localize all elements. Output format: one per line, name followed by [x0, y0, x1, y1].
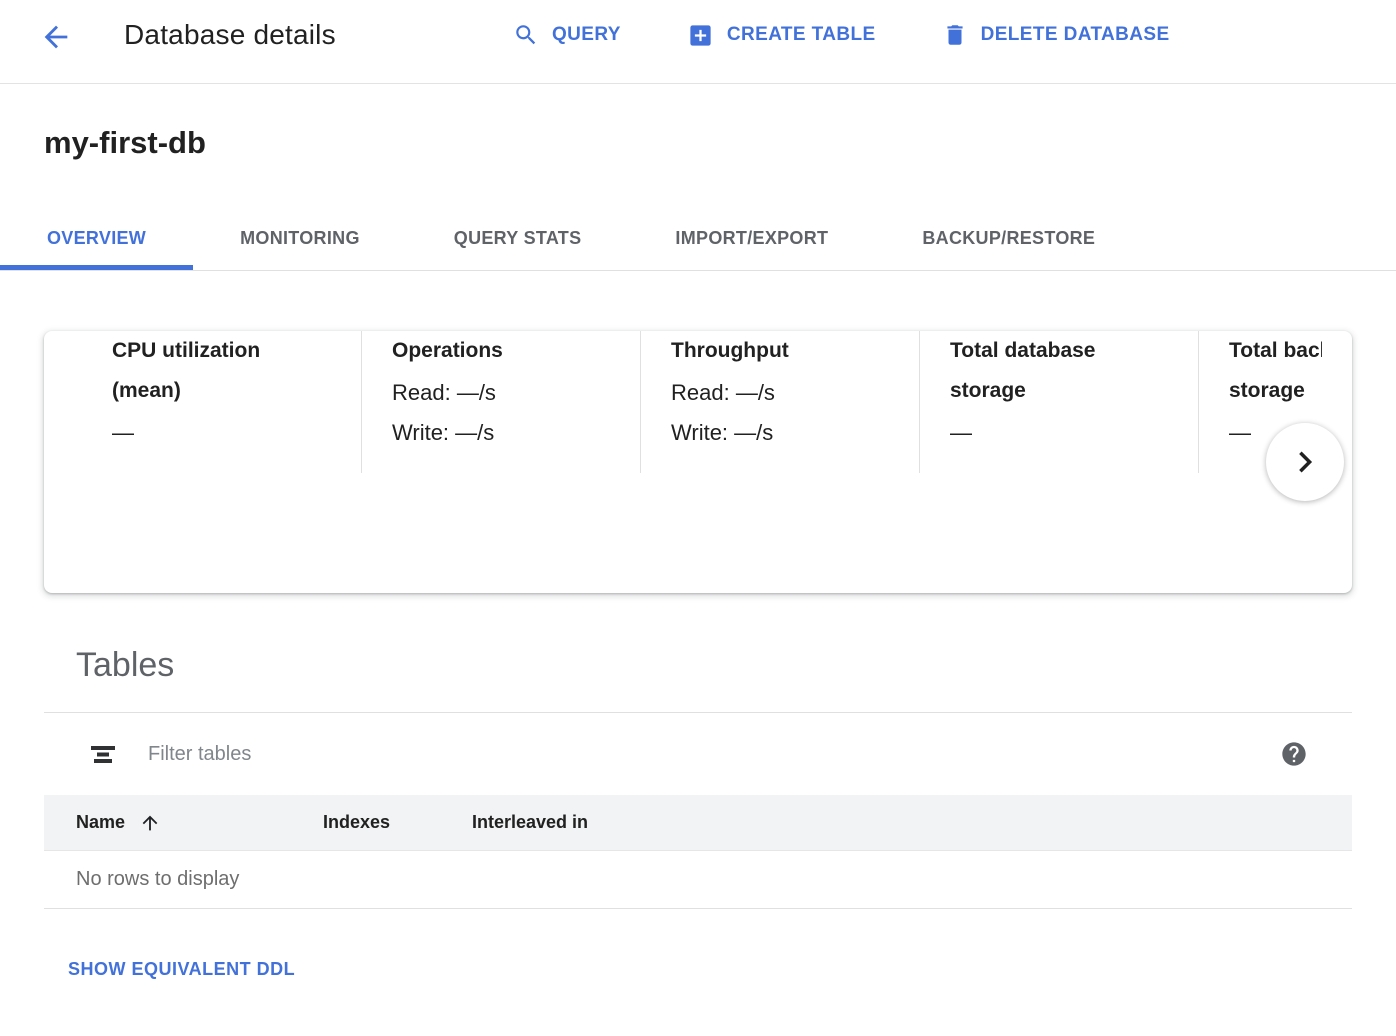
metric-value: Read: —/s [392, 380, 496, 405]
back-button[interactable] [38, 19, 74, 55]
tables-section: Tables Name [0, 645, 1396, 980]
chevron-right-icon [1290, 447, 1320, 477]
help-icon [1280, 740, 1308, 768]
tab-overview[interactable]: OVERVIEW [0, 206, 194, 270]
filter-list-icon [90, 741, 116, 767]
metric-throughput: Throughput Read: —/s Write: —/s [640, 331, 919, 473]
metric-title: Total backup storage [1229, 339, 1322, 402]
toolbar-actions: QUERY CREATE TABLE DELETE DATABASE [513, 20, 1170, 50]
metrics-viewport: CPU utilization (mean) — Operations Read… [44, 331, 1322, 473]
query-button-label: QUERY [552, 24, 621, 45]
delete-database-button[interactable]: DELETE DATABASE [942, 20, 1170, 50]
metric-total-backup-storage: Total backup storage — [1198, 331, 1322, 473]
tab-import-export[interactable]: IMPORT/EXPORT [675, 228, 829, 248]
metric-value: — [112, 420, 134, 445]
column-header-indexes: Indexes [323, 812, 391, 832]
column-header-name-label: Name [76, 812, 126, 832]
help-button[interactable] [1280, 740, 1308, 768]
metric-cpu-utilization: CPU utilization (mean) — [44, 331, 361, 473]
metric-title: CPU utilization (mean) [112, 339, 261, 402]
add-box-icon [687, 22, 714, 49]
delete-database-button-label: DELETE DATABASE [980, 24, 1170, 45]
search-icon [513, 22, 539, 48]
create-table-button-label: CREATE TABLE [726, 24, 876, 45]
filter-tables-input[interactable] [146, 741, 1280, 767]
empty-table-message: No rows to display [44, 851, 1352, 909]
metrics-scroll-next-button[interactable] [1266, 423, 1344, 501]
show-equivalent-ddl-link[interactable]: SHOW EQUIVALENT DDL [68, 959, 296, 979]
main-content: my-first-db OVERVIEW MONITORING QUERY ST… [0, 124, 1396, 980]
metric-total-database-storage: Total database storage — [919, 331, 1198, 473]
tab-backup-restore[interactable]: BACKUP/RESTORE [922, 228, 1096, 248]
metric-operations: Operations Read: —/s Write: —/s [361, 331, 640, 473]
metric-title: Throughput [671, 339, 789, 362]
query-button[interactable]: QUERY [513, 20, 621, 50]
tab-query-stats[interactable]: QUERY STATS [453, 228, 582, 248]
metric-value: Write: —/s [671, 420, 774, 445]
metric-value: — [1229, 420, 1251, 445]
delete-icon [942, 22, 968, 48]
metric-value: — [950, 420, 972, 445]
top-app-bar: Database details QUERY CREATE TABLE DELE… [0, 0, 1396, 84]
page-title: Database details [124, 19, 336, 50]
metrics-summary-card: CPU utilization (mean) — Operations Read… [44, 331, 1352, 593]
column-header-interleaved-in: Interleaved in [472, 812, 589, 832]
table-filter-row [44, 713, 1352, 795]
sort-ascending-icon [139, 812, 161, 834]
metric-value: Read: —/s [671, 380, 775, 405]
tab-monitoring[interactable]: MONITORING [240, 228, 360, 248]
metric-title: Total database storage [950, 339, 1096, 402]
metric-value: Write: —/s [392, 420, 495, 445]
tables-panel: Name Indexes Interleaved in No rows to d… [44, 712, 1352, 909]
column-header-name[interactable]: Name [44, 812, 323, 834]
create-table-button[interactable]: CREATE TABLE [687, 20, 876, 50]
tab-bar: OVERVIEW MONITORING QUERY STATS IMPORT/E… [0, 206, 1396, 271]
metric-title: Operations [392, 339, 503, 362]
database-name: my-first-db [44, 125, 206, 160]
tables-heading: Tables [76, 646, 175, 684]
table-header-row: Name Indexes Interleaved in [44, 795, 1352, 851]
arrow-back-icon [39, 20, 73, 54]
